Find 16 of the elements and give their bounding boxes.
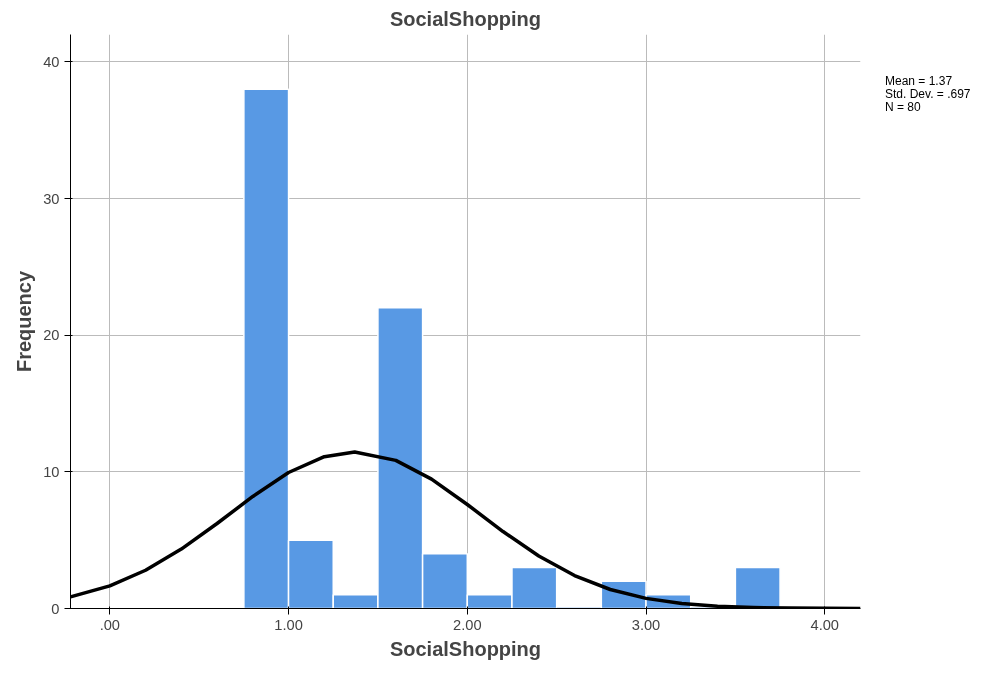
x-axis-title: SocialShopping bbox=[389, 637, 542, 660]
y-tick-label: 0 bbox=[51, 600, 60, 617]
text: Std. Dev. = .697 bbox=[885, 87, 971, 101]
x-tick-label: .00 bbox=[99, 616, 121, 633]
y-tick-label: 20 bbox=[43, 327, 60, 344]
y-tick-label: 10 bbox=[43, 463, 60, 480]
y-tick-label: 30 bbox=[43, 190, 60, 207]
y-axis-title: Frequency bbox=[13, 270, 36, 373]
x-tick-label: 3.00 bbox=[631, 616, 661, 633]
chart-title: SocialShopping bbox=[389, 7, 542, 30]
x-tick-label: 4.00 bbox=[810, 616, 840, 633]
text: N = 80 bbox=[885, 100, 921, 114]
x-tick-label: 2.00 bbox=[453, 616, 482, 633]
y-tick-label: 40 bbox=[43, 53, 60, 70]
x-tick-label: 1.00 bbox=[274, 616, 303, 633]
text: Mean = 1.37 bbox=[885, 74, 953, 88]
